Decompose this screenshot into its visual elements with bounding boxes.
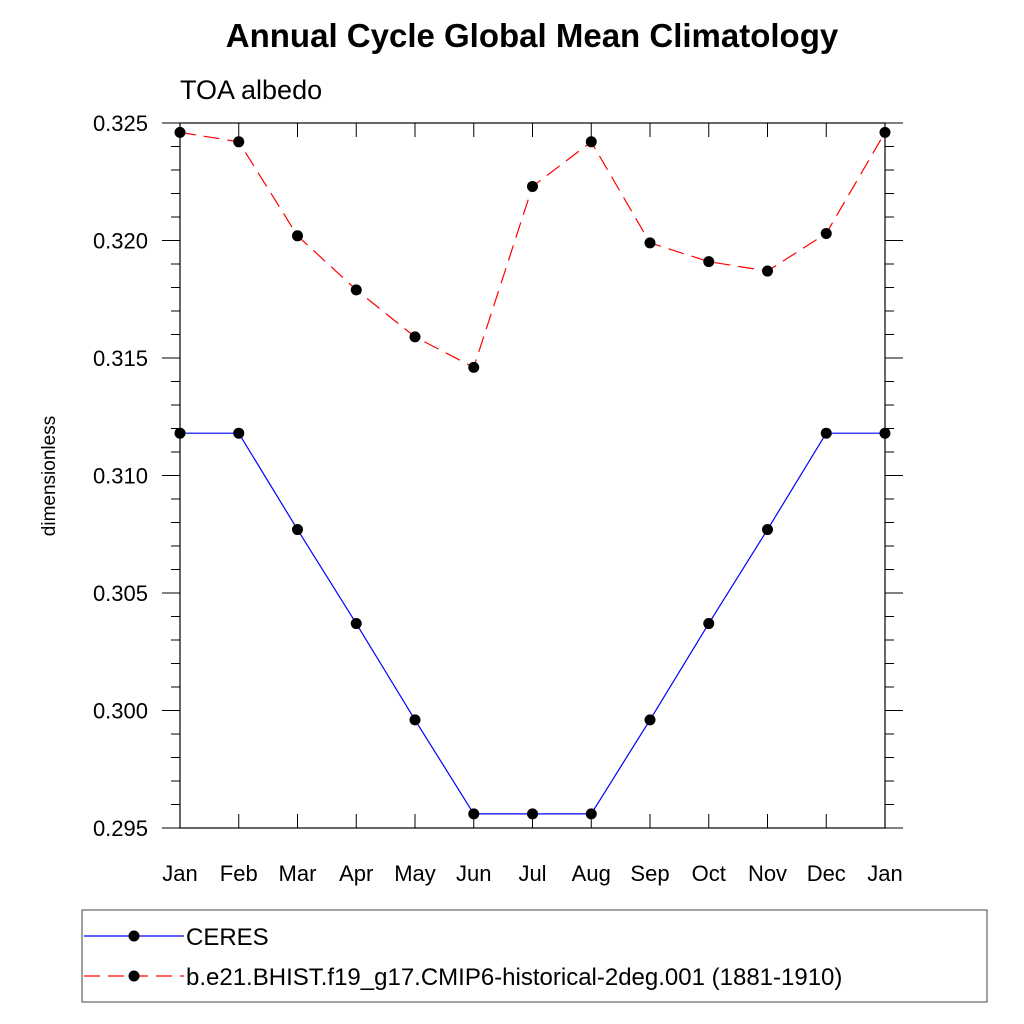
series-1-point xyxy=(703,256,715,268)
legend-marker-ceres xyxy=(128,930,140,942)
series-line-1 xyxy=(179,131,886,369)
y-axis-label: dimensionless xyxy=(39,416,60,536)
series-0-point xyxy=(409,714,421,726)
series-1-point xyxy=(350,284,362,296)
series-layer xyxy=(174,126,891,820)
series-0-point xyxy=(527,808,538,820)
legend-label-model: b.e21.BHIST.f19_g17.CMIP6-historical-2de… xyxy=(186,964,842,991)
series-0-point xyxy=(468,808,480,820)
series-line-0 xyxy=(180,432,885,815)
x-tick-label: Jul xyxy=(518,861,546,886)
series-1-point xyxy=(762,265,773,277)
y-tick-label: 0.305 xyxy=(93,581,148,606)
x-tick-labels: Jan Feb Mar Apr May Jun Jul Aug Sep Oct Nov Dec Jan xyxy=(162,861,902,886)
plot-frame xyxy=(179,122,886,829)
axis-ticks xyxy=(162,122,903,829)
y-tick-label: 0.325 xyxy=(93,111,148,136)
series-1-point xyxy=(233,136,245,148)
series-1-point xyxy=(468,361,480,373)
y-tick-label: 0.310 xyxy=(93,464,148,489)
y-tick-label: 0.300 xyxy=(93,699,148,724)
series-0-point xyxy=(703,618,715,630)
legend-box xyxy=(81,909,988,1003)
legend-marker-model xyxy=(128,970,140,982)
x-tick-label: Dec xyxy=(807,861,846,886)
x-tick-label: May xyxy=(394,861,436,886)
series-1-point xyxy=(292,230,303,242)
series-0-point xyxy=(233,427,245,439)
x-tick-label: Nov xyxy=(748,861,787,886)
series-1-point xyxy=(820,227,832,239)
series-1-point xyxy=(527,180,538,192)
x-tick-label: Mar xyxy=(279,861,317,886)
series-0-point xyxy=(762,524,773,536)
series-0-point xyxy=(292,524,303,536)
series-1-point xyxy=(585,136,597,148)
x-tick-label: Sep xyxy=(630,861,669,886)
y-tick-label: 0.320 xyxy=(93,229,148,254)
legend: CERES b.e21.BHIST.f19_g17.CMIP6-historic… xyxy=(81,909,988,1003)
y-tick-labels: 0.295 0.300 0.305 0.310 0.315 0.320 0.325 xyxy=(93,111,148,841)
series-0-point xyxy=(585,808,597,820)
x-tick-label: Feb xyxy=(220,861,258,886)
x-tick-label: Jun xyxy=(456,861,491,886)
series-1-point xyxy=(644,237,656,249)
y-tick-label: 0.295 xyxy=(93,816,148,841)
legend-label-ceres: CERES xyxy=(186,924,269,951)
x-tick-label: Jan xyxy=(867,861,902,886)
series-0-point xyxy=(350,618,362,630)
y-tick-label: 0.315 xyxy=(93,346,148,371)
x-tick-label: Jan xyxy=(162,861,197,886)
chart-subtitle: TOA albedo xyxy=(180,75,322,105)
x-tick-label: Oct xyxy=(692,861,726,886)
series-0-point xyxy=(644,714,656,726)
chart-title: Annual Cycle Global Mean Climatology xyxy=(226,17,839,54)
x-tick-label: Apr xyxy=(339,861,373,886)
series-0-point xyxy=(820,427,832,439)
x-tick-label: Aug xyxy=(572,861,611,886)
series-1-point xyxy=(409,331,421,343)
